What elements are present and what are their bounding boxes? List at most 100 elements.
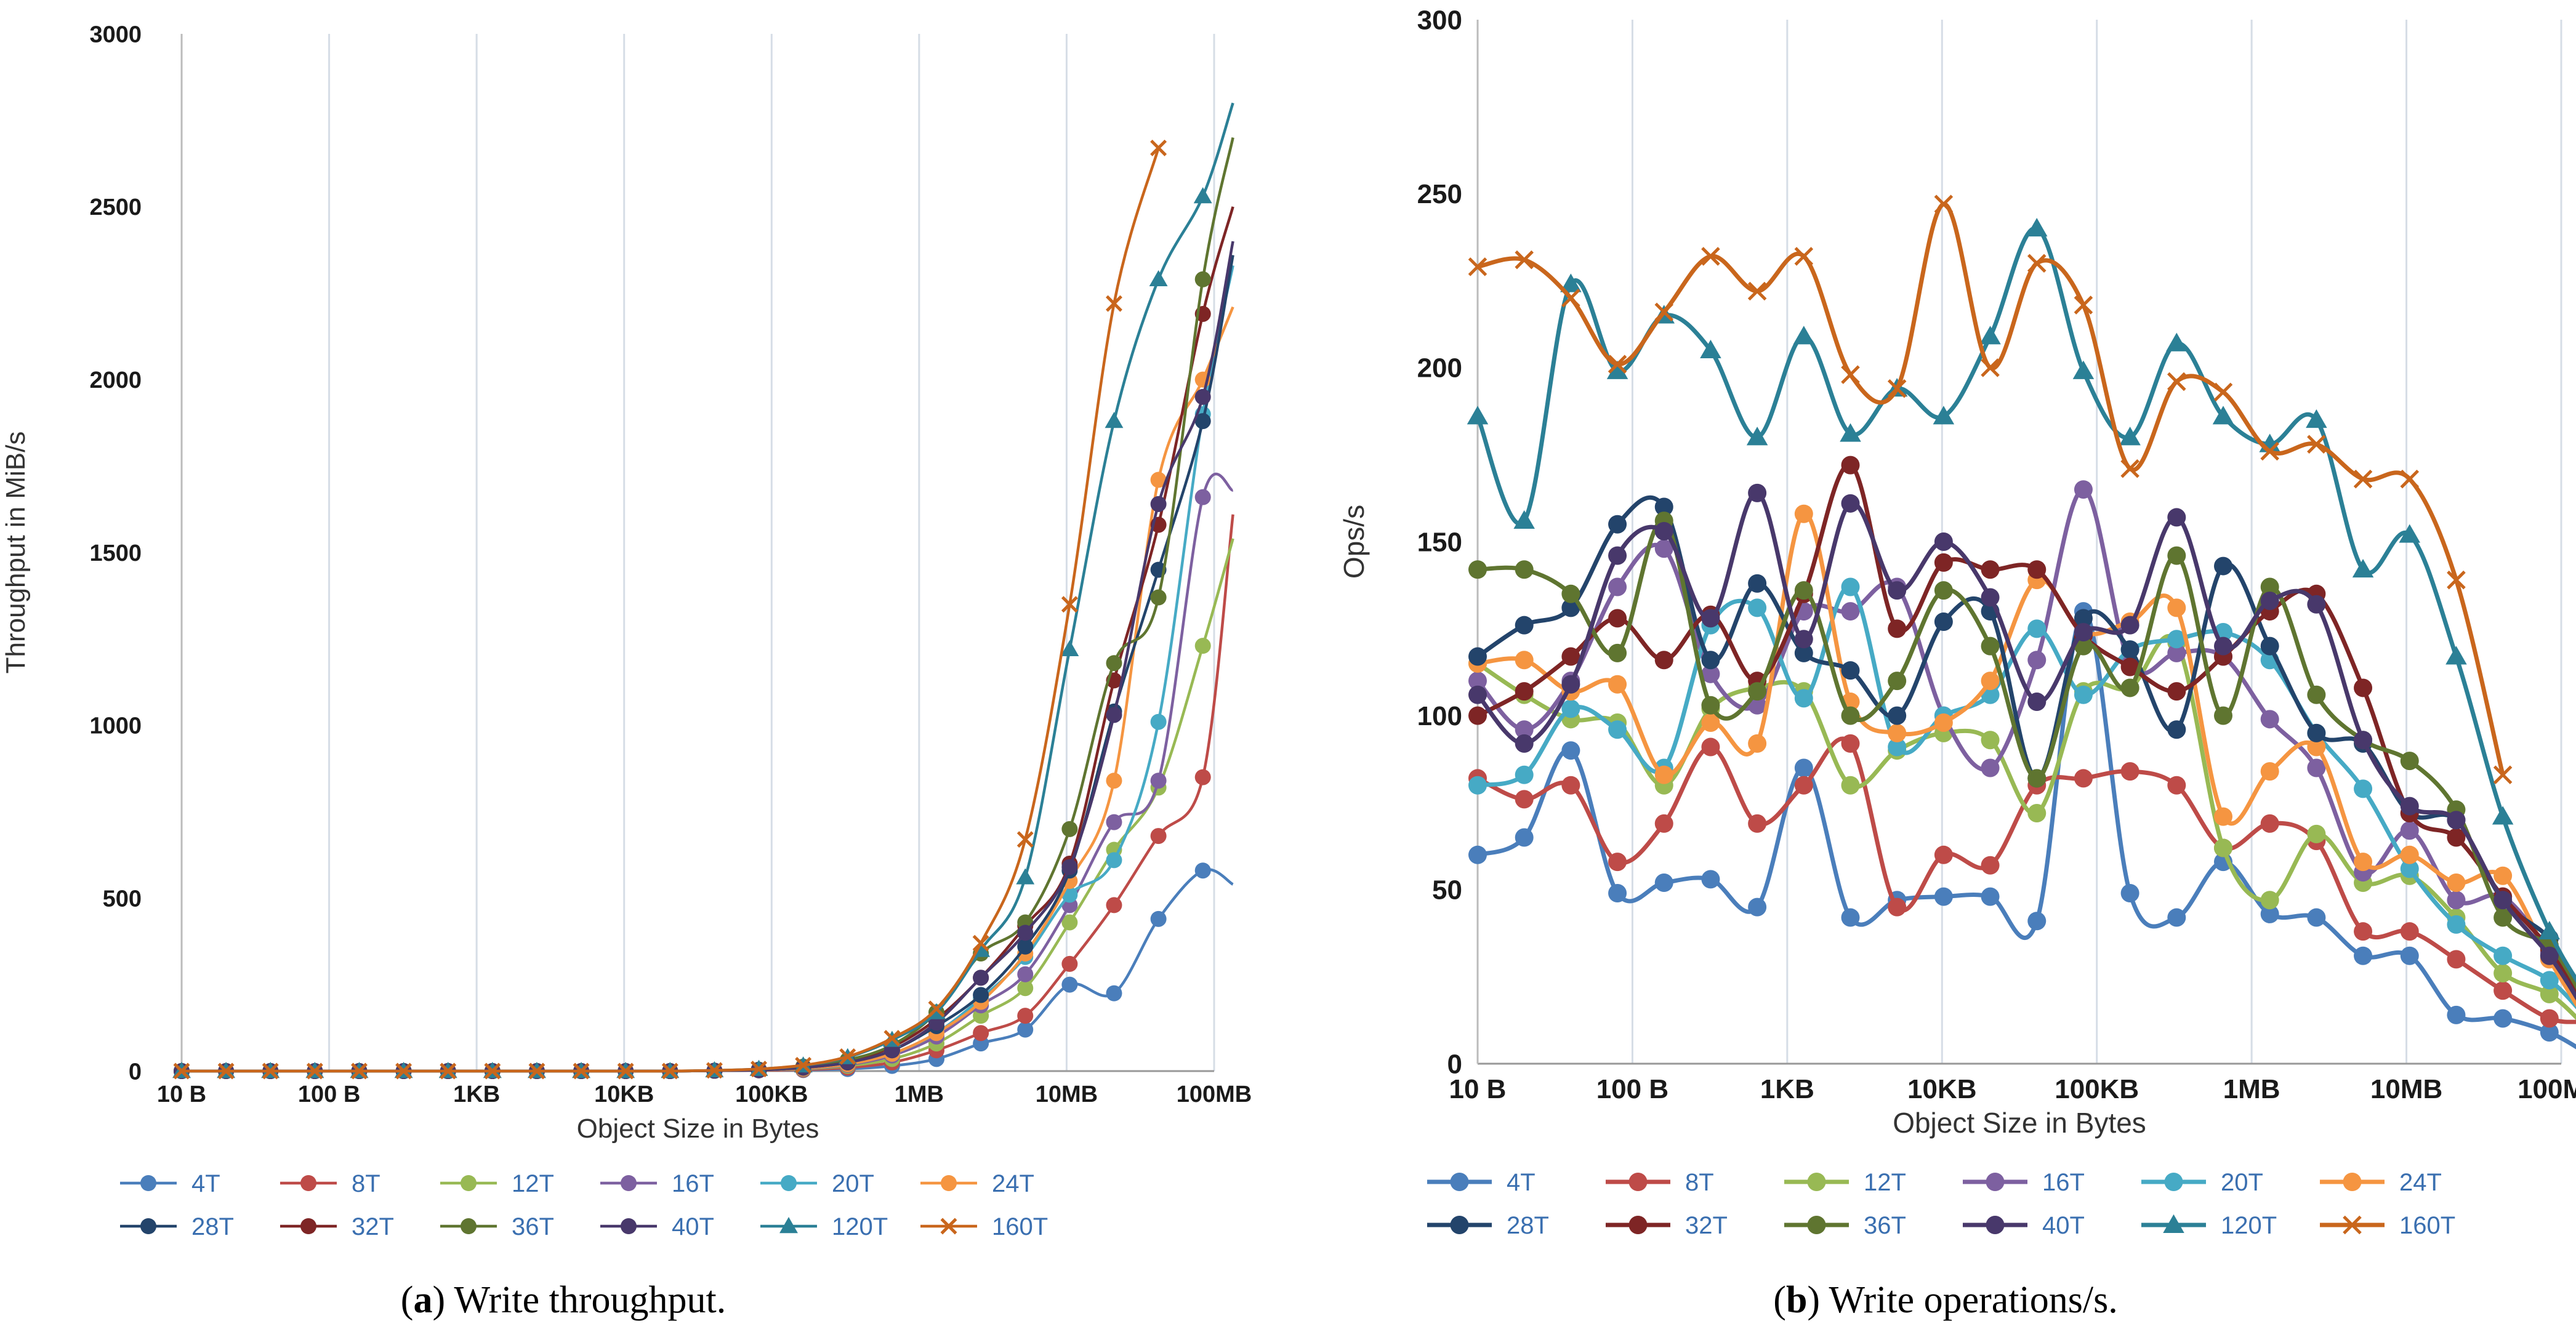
- data-point-8t: [973, 1025, 989, 1042]
- legend-item-120t: 120T: [760, 1213, 888, 1240]
- data-point-12t: [2214, 838, 2233, 857]
- legend-label: 28T: [1507, 1212, 1549, 1239]
- data-point-160t: [706, 1062, 723, 1079]
- data-point-28t: [2074, 609, 2093, 628]
- data-point-8t: [2120, 762, 2139, 781]
- data-point-28t: [1841, 661, 1860, 680]
- data-point-120t: [1979, 326, 2001, 345]
- legend-marker: [1628, 1216, 1648, 1234]
- data-point-36t: [2493, 908, 2513, 927]
- data-point-8t: [1701, 737, 1720, 757]
- data-point-20t: [1748, 598, 1767, 617]
- legend-marker: [1807, 1216, 1826, 1234]
- data-point-12t: [1061, 914, 1078, 931]
- legend-label: 24T: [992, 1170, 1034, 1197]
- data-point-40t: [1701, 609, 1720, 628]
- caption-a-text: ) Write throughput.: [432, 1279, 726, 1321]
- data-point-8t: [2493, 981, 2513, 1000]
- data-point-160t: [306, 1062, 323, 1080]
- legend: 4T 8T 12T 16T 20T 24T 28T 32T 36T 40T 120T 160T: [120, 1170, 1048, 1240]
- data-point-16t: [1841, 602, 1860, 621]
- legend-label: 160T: [2399, 1212, 2455, 1239]
- data-point-4t: [2447, 1005, 2466, 1024]
- data-point-4t: [1106, 985, 1122, 1002]
- data-point-120t: [2072, 360, 2095, 379]
- legend-marker: [621, 1175, 637, 1191]
- legend-marker: [2343, 1173, 2362, 1191]
- data-point-40t: [1748, 483, 1767, 502]
- data-point-28t: [1608, 515, 1627, 534]
- data-point-28t: [1561, 598, 1580, 617]
- data-point-20t: [2354, 779, 2373, 798]
- caption-b: (b) Write operations/s.: [1773, 1279, 2117, 1321]
- data-point-4t: [1748, 897, 1767, 917]
- legend-marker: [1807, 1173, 1826, 1191]
- data-point-160t: [2307, 435, 2326, 454]
- x-tick-label: 100KB: [735, 1082, 808, 1107]
- data-point-120t: [1060, 640, 1079, 656]
- data-point-24t: [1981, 672, 2000, 691]
- series-20t: [1468, 577, 2576, 1010]
- legend-item-12t: 12T: [1784, 1169, 1906, 1196]
- legend-label: 28T: [191, 1213, 234, 1240]
- data-point-20t: [1794, 689, 1813, 708]
- data-point-120t: [2306, 409, 2327, 428]
- legend-label: 20T: [2221, 1169, 2263, 1196]
- data-point-8t: [2400, 922, 2419, 941]
- caption-a-letter: a: [413, 1279, 432, 1321]
- data-point-28t: [1468, 647, 1487, 666]
- legend-item-16t: 16T: [600, 1170, 714, 1197]
- data-point-20t: [2167, 630, 2186, 649]
- data-point-120t: [2026, 217, 2048, 237]
- data-point-40t: [2214, 636, 2233, 656]
- data-point-120t: [2492, 806, 2514, 825]
- data-point-120t: [2212, 406, 2234, 425]
- data-point-160t: [1981, 358, 2000, 377]
- series-120t: [172, 102, 1234, 1078]
- data-point-32t: [1934, 553, 1953, 572]
- data-point-16t: [2027, 651, 2047, 670]
- x-tick-label: 10KB: [1907, 1074, 1977, 1104]
- y-tick-label: 2500: [89, 195, 142, 220]
- data-point-32t: [2167, 682, 2186, 701]
- legend-marker: [1450, 1216, 1469, 1234]
- data-point-12t: [1981, 731, 2000, 750]
- data-point-24t: [1934, 713, 1953, 732]
- data-point-20t: [1515, 765, 1534, 784]
- series-160t: [1468, 195, 2513, 785]
- legend-label: 40T: [672, 1213, 714, 1240]
- data-point-4t: [1934, 887, 1953, 906]
- data-point-160t: [972, 934, 989, 952]
- data-point-16t: [1515, 720, 1534, 739]
- data-point-160t: [883, 1030, 901, 1047]
- data-point-120t: [1746, 427, 1768, 446]
- data-point-40t: [1888, 581, 1907, 600]
- data-point-160t: [1468, 257, 1487, 276]
- data-point-28t: [2120, 640, 2139, 659]
- data-point-24t: [1701, 713, 1720, 732]
- series-40t: [1468, 483, 2576, 1001]
- data-point-120t: [1467, 406, 1489, 425]
- data-point-8t: [1608, 853, 1627, 872]
- data-point-8t: [1934, 845, 1953, 864]
- data-point-160t: [1747, 281, 1767, 301]
- data-point-160t: [2213, 382, 2233, 402]
- data-point-24t: [2307, 737, 2326, 757]
- data-point-16t: [1981, 758, 2000, 777]
- legend-marker: [1450, 1173, 1469, 1191]
- data-point-120t: [2352, 558, 2374, 578]
- legend-item-4t: 4T: [1427, 1169, 1536, 1196]
- data-point-16t: [1608, 577, 1627, 596]
- data-point-36t: [2400, 752, 2419, 771]
- data-point-8t: [1841, 734, 1860, 753]
- data-point-20t: [1561, 699, 1580, 718]
- data-point-8t: [1515, 790, 1534, 809]
- legend-marker: [300, 1218, 316, 1234]
- data-point-20t: [2540, 971, 2559, 990]
- data-point-28t: [1654, 497, 1673, 516]
- data-point-8t: [1150, 828, 1167, 845]
- data-point-28t: [1748, 574, 1767, 593]
- data-point-160t: [217, 1062, 235, 1080]
- data-point-40t: [1561, 675, 1580, 694]
- data-point-20t: [1888, 737, 1907, 757]
